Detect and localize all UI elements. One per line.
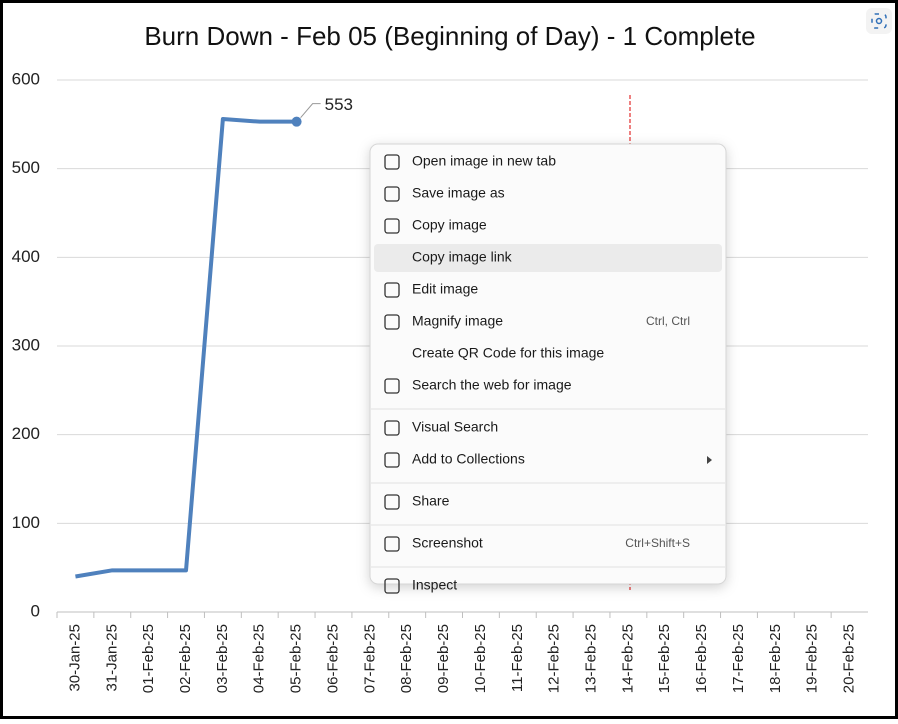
menu-icon xyxy=(384,420,400,436)
menu-icon xyxy=(384,578,400,594)
x-tick-label: 30-Jan-25 xyxy=(66,624,83,692)
label-leader xyxy=(300,103,321,118)
visual-search-button[interactable] xyxy=(866,8,892,34)
menu-panel xyxy=(369,143,727,585)
menu-icon xyxy=(384,186,400,202)
x-tick-label: 17-Feb-25 xyxy=(730,624,747,693)
x-tick-label: 04-Feb-25 xyxy=(251,624,268,693)
menu-item-label[interactable]: Inspect xyxy=(412,577,457,593)
chart-title: Burn Down - Feb 05 (Beginning of Day) - … xyxy=(144,21,755,51)
x-tick-label: 01-Feb-25 xyxy=(140,624,157,693)
menu-item[interactable]: Screenshot Ctrl+Shift+S xyxy=(412,535,690,551)
data-label: 553 xyxy=(325,95,353,114)
menu-item-label[interactable]: Open image in new tab xyxy=(412,153,556,169)
y-tick-label: 400 xyxy=(12,247,40,266)
menu-item-label[interactable]: Share xyxy=(412,493,450,509)
y-tick-label: 500 xyxy=(12,158,40,177)
menu-item[interactable]: Share xyxy=(412,493,450,509)
menu-item[interactable]: Copy image xyxy=(412,217,487,233)
x-tick-label: 19-Feb-25 xyxy=(804,624,821,693)
y-tick-label: 200 xyxy=(12,424,40,443)
menu-item-shortcut[interactable]: Ctrl+Shift+S xyxy=(625,536,690,550)
x-tick-label: 09-Feb-25 xyxy=(435,624,452,693)
line-series xyxy=(75,117,297,579)
x-tick-label: 12-Feb-25 xyxy=(546,624,563,693)
menu-item[interactable]: Search the web for image xyxy=(412,377,572,393)
menu-item[interactable]: Save image as xyxy=(412,185,505,201)
menu-item[interactable]: Inspect xyxy=(412,577,457,593)
menu-icon xyxy=(384,314,400,330)
x-tick-label: 15-Feb-25 xyxy=(656,624,673,693)
menu-icon xyxy=(384,282,400,298)
x-tick-label: 13-Feb-25 xyxy=(582,624,599,693)
x-tick-label: 14-Feb-25 xyxy=(619,624,636,693)
submenu-arrow[interactable] xyxy=(707,456,712,464)
menu-icon xyxy=(384,154,400,170)
menu-icon xyxy=(384,218,400,234)
menu-icon xyxy=(384,452,400,468)
x-tick-label: 10-Feb-25 xyxy=(472,624,489,693)
menu-item-label[interactable]: Copy image xyxy=(412,217,487,233)
x-tick-label: 02-Feb-25 xyxy=(177,624,194,693)
menu-item-label[interactable]: Add to Collections xyxy=(412,451,525,467)
x-tick-label: 03-Feb-25 xyxy=(214,624,231,693)
x-tick-label: 07-Feb-25 xyxy=(361,624,378,693)
x-tick-label: 31-Jan-25 xyxy=(103,624,120,692)
menu-item-label[interactable]: Edit image xyxy=(412,281,478,297)
x-tick-label: 11-Feb-25 xyxy=(509,624,526,692)
end-point xyxy=(291,116,302,127)
menu-icon xyxy=(384,536,400,552)
button-bg[interactable] xyxy=(866,8,892,34)
menu-icon xyxy=(384,378,400,394)
menu-item-label[interactable]: Visual Search xyxy=(412,419,498,435)
y-tick-label: 100 xyxy=(12,513,40,532)
y-tick-label: 0 xyxy=(31,601,40,620)
y-tick-label: 300 xyxy=(12,335,40,354)
menu-item-label[interactable]: Save image as xyxy=(412,185,505,201)
menu-item-label[interactable]: Magnify image xyxy=(412,313,503,329)
x-tick-label: 08-Feb-25 xyxy=(398,624,415,693)
x-tick-label: 16-Feb-25 xyxy=(693,624,710,693)
menu-item[interactable]: Copy image link xyxy=(374,244,722,272)
x-tick-label: 05-Feb-25 xyxy=(288,624,305,693)
context-menu: Open image in new tab Save image as Copy i… xyxy=(369,143,727,594)
menu-item-label[interactable]: Create QR Code for this image xyxy=(412,345,604,361)
x-tick-label: 06-Feb-25 xyxy=(324,624,341,693)
menu-item-label[interactable]: Screenshot xyxy=(412,535,483,551)
menu-item-hover[interactable] xyxy=(374,244,722,272)
menu-item-label[interactable]: Search the web for image xyxy=(412,377,572,393)
x-tick-label: 20-Feb-25 xyxy=(841,624,858,693)
menu-item[interactable]: Edit image xyxy=(412,281,478,297)
menu-item[interactable]: Visual Search xyxy=(412,419,498,435)
menu-item[interactable]: Magnify image Ctrl, Ctrl xyxy=(412,313,690,329)
menu-item[interactable]: Open image in new tab xyxy=(412,153,556,169)
y-tick-label: 600 xyxy=(12,69,40,88)
menu-icon xyxy=(384,494,400,510)
menu-item[interactable]: Add to Collections xyxy=(412,451,712,467)
menu-item-label[interactable]: Copy image link xyxy=(412,249,513,265)
button-icon-dot[interactable] xyxy=(875,17,883,25)
menu-item[interactable]: Create QR Code for this image xyxy=(412,345,604,361)
x-tick-label: 18-Feb-25 xyxy=(767,624,784,693)
button-icon[interactable] xyxy=(871,13,887,29)
menu-item-shortcut[interactable]: Ctrl, Ctrl xyxy=(646,314,690,328)
